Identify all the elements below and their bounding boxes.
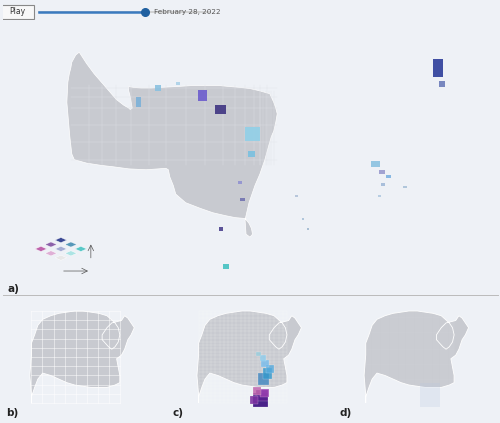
Bar (245, 127, 260, 141)
Text: d): d) (340, 409, 352, 418)
Bar (260, 355, 266, 361)
Bar (248, 151, 255, 157)
Bar (439, 81, 445, 87)
Polygon shape (364, 311, 469, 403)
Bar (258, 373, 270, 385)
Text: c): c) (173, 409, 184, 418)
Text: February 28, 2022: February 28, 2022 (154, 9, 221, 15)
Polygon shape (45, 251, 57, 256)
Polygon shape (65, 242, 77, 247)
Bar (307, 228, 310, 230)
Bar (404, 186, 407, 188)
Bar (266, 365, 274, 373)
Bar (261, 360, 270, 367)
Bar (433, 59, 443, 77)
Bar (216, 105, 226, 114)
Polygon shape (45, 242, 57, 247)
Bar (253, 393, 268, 407)
Bar (223, 264, 228, 269)
Text: b): b) (6, 409, 18, 418)
Bar (372, 161, 380, 167)
Bar (256, 352, 261, 356)
Polygon shape (55, 237, 67, 243)
Bar (176, 82, 180, 85)
Polygon shape (67, 52, 277, 237)
Text: a): a) (8, 285, 20, 294)
Bar (198, 90, 207, 101)
Bar (381, 183, 385, 186)
Polygon shape (197, 311, 302, 403)
Bar (386, 175, 391, 179)
Bar (256, 390, 268, 401)
Bar (155, 85, 161, 91)
Polygon shape (55, 246, 67, 252)
Bar (378, 195, 380, 197)
Bar (238, 181, 242, 184)
Polygon shape (30, 311, 134, 403)
Bar (220, 228, 224, 231)
Text: Play: Play (9, 7, 25, 16)
Polygon shape (35, 246, 47, 252)
Bar (420, 383, 440, 407)
Bar (250, 396, 258, 404)
Bar (302, 217, 304, 220)
Bar (240, 198, 245, 201)
Bar (253, 387, 261, 395)
Polygon shape (55, 255, 67, 261)
Bar (378, 170, 384, 174)
Bar (294, 195, 298, 197)
Polygon shape (65, 251, 77, 256)
FancyBboxPatch shape (0, 5, 34, 19)
Bar (136, 96, 141, 107)
Bar (260, 389, 270, 397)
Bar (263, 368, 272, 379)
Polygon shape (75, 246, 87, 252)
